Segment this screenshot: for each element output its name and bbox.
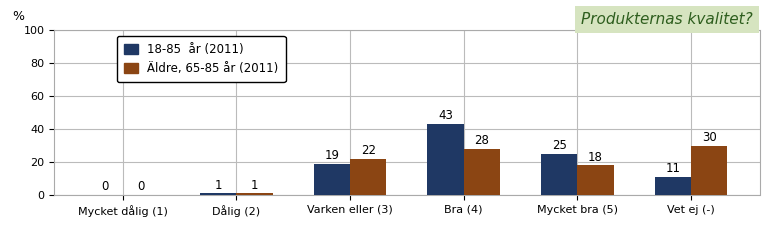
Text: Produkternas kvalitet?: Produkternas kvalitet? xyxy=(580,12,753,27)
Text: 22: 22 xyxy=(360,144,376,157)
Bar xyxy=(314,164,350,195)
Bar xyxy=(655,177,691,195)
Bar xyxy=(463,149,500,195)
Text: 30: 30 xyxy=(702,131,717,144)
Bar xyxy=(541,154,577,195)
Text: 1: 1 xyxy=(251,179,258,192)
Text: 28: 28 xyxy=(474,134,489,147)
Bar xyxy=(236,193,273,195)
Text: 19: 19 xyxy=(325,149,339,162)
Text: %: % xyxy=(12,10,24,24)
Text: 0: 0 xyxy=(101,180,108,193)
Text: 18: 18 xyxy=(588,151,603,164)
Bar xyxy=(691,146,728,195)
Bar xyxy=(350,159,387,195)
Text: 11: 11 xyxy=(666,162,680,175)
Bar xyxy=(200,193,236,195)
Bar xyxy=(427,124,463,195)
Text: 1: 1 xyxy=(215,179,222,192)
Text: 0: 0 xyxy=(137,180,145,193)
Legend: 18-85  år (2011), Äldre, 65-85 år (2011): 18-85 år (2011), Äldre, 65-85 år (2011) xyxy=(116,36,286,82)
Bar xyxy=(577,165,614,195)
Text: 43: 43 xyxy=(438,110,453,122)
Text: 25: 25 xyxy=(552,139,567,152)
